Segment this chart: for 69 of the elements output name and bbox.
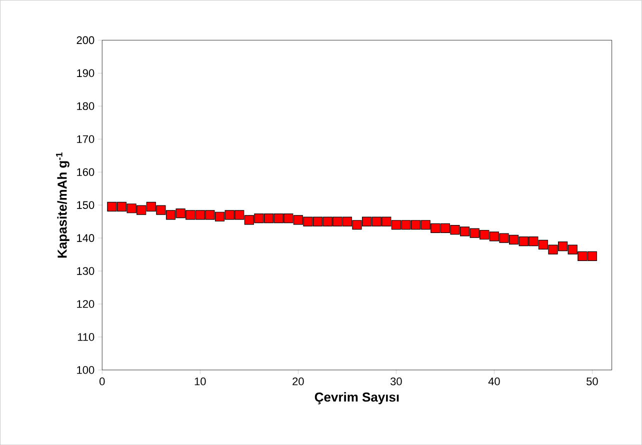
point [274,213,284,223]
point [470,228,480,238]
y-tick-label: 150 [77,201,94,209]
point [578,251,588,261]
point [234,210,244,220]
point [293,215,303,225]
point [401,220,411,230]
point [303,216,313,226]
point [362,216,372,226]
y-axis-title: Kapasite/mAh g$^{-1}$ [56,152,70,258]
point [284,213,294,223]
point [352,220,362,230]
x-tick-label: 30 [390,377,402,386]
x-tick-label: 50 [586,377,598,386]
point [224,210,234,220]
y-tick-label: 190 [77,69,94,77]
point [322,216,332,226]
point [342,216,352,226]
y-tick-label: 200 [76,36,94,44]
point [176,208,186,218]
x-tick-label: 10 [194,377,206,386]
point [244,215,254,225]
point [558,241,568,252]
point [186,210,196,220]
point [440,223,450,233]
point [518,236,528,246]
point [391,220,401,230]
point [548,244,558,254]
y-tick-label: 120 [77,300,94,308]
y-tick-label: 100 [77,366,94,374]
point [332,216,342,226]
point [146,202,156,212]
y-tick-label: 170 [77,135,94,143]
x-axis-title: Çevrim Sayısı [314,392,399,404]
point [420,220,430,230]
x-tick-label: 40 [488,377,500,386]
point [195,210,205,220]
point [430,223,440,233]
y-tick-label: 160 [77,168,94,176]
point [499,233,509,243]
point [254,213,264,223]
point [156,205,166,215]
y-tick-label: 130 [77,267,94,275]
point [312,216,323,226]
point [264,213,274,223]
point [450,224,460,235]
point [489,232,499,242]
point [126,204,136,214]
point [480,230,490,240]
point [538,240,548,250]
point [587,251,598,261]
point [136,205,146,215]
point [528,236,538,246]
y-tick-label: 140 [77,234,94,242]
y-tick-label: 110 [78,333,94,341]
point [166,210,176,220]
point [107,202,117,212]
point [205,210,215,220]
y-tick-label: 180 [77,102,94,110]
point [214,212,225,222]
point [460,226,470,236]
point [382,216,392,226]
point [568,244,578,254]
point [116,202,127,212]
x-tick-label: 0 [100,377,105,386]
point [372,216,382,226]
point [509,234,519,244]
x-tick-label: 20 [292,377,304,386]
point [410,220,421,230]
